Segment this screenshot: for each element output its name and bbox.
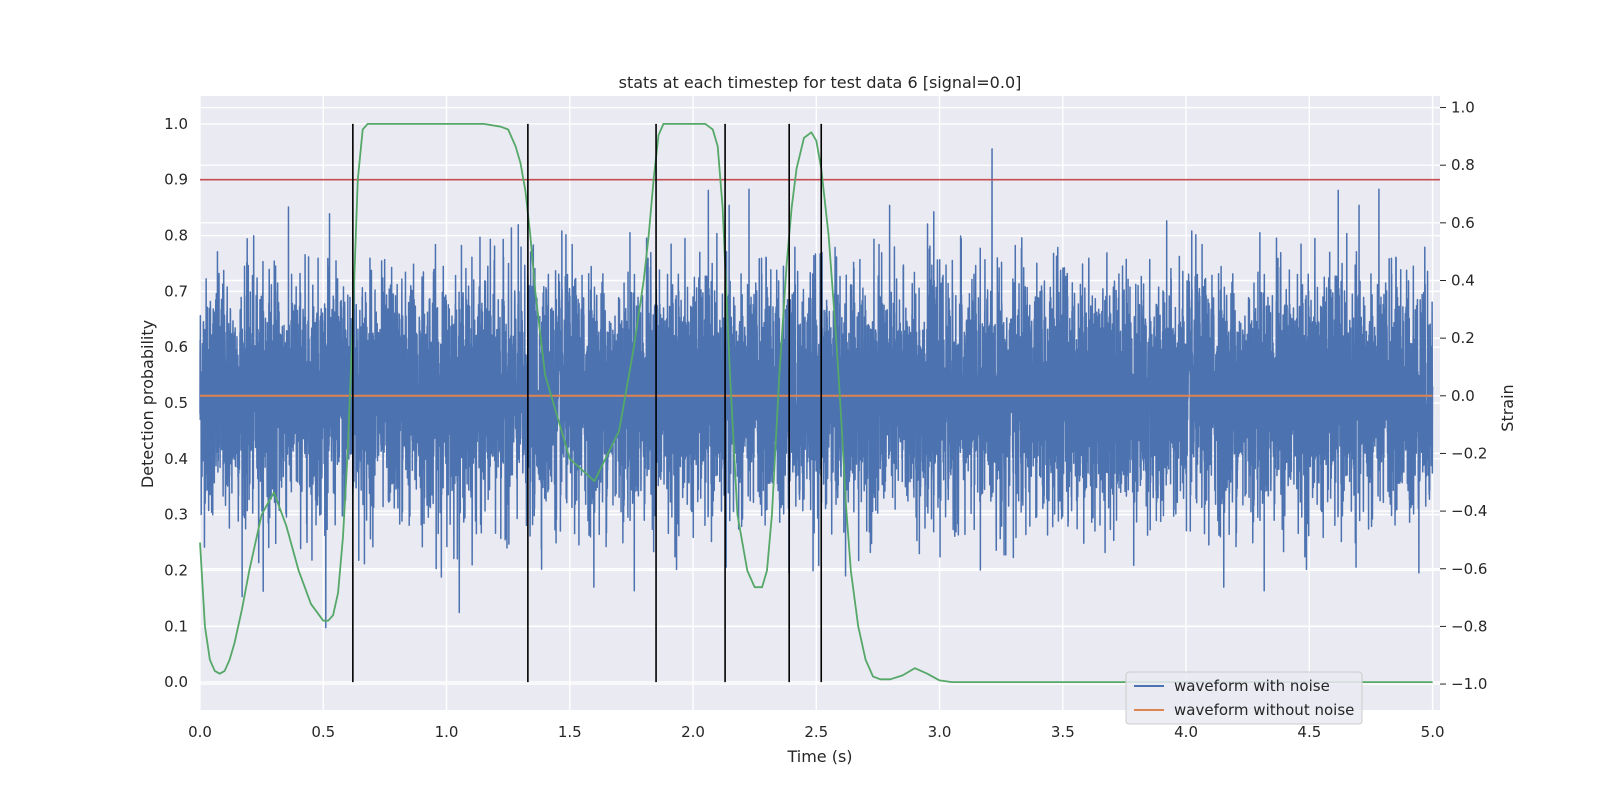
series-waveform-with-noise: [199, 148, 1434, 629]
y-right-tick-label: −0.8: [1451, 617, 1487, 635]
x-tick-label: 4.5: [1297, 723, 1321, 741]
y-right-tick-label: −0.2: [1451, 444, 1487, 462]
x-tick-label: 1.5: [558, 723, 582, 741]
y-left-tick-label: 0.2: [164, 561, 188, 579]
y-left-axis-ticks: 0.0 0.1 0.2 0.3 0.4 0.5 0.6 0.7 0.8 0.9 1.0: [164, 115, 188, 691]
x-axis-label: Time (s): [786, 747, 852, 766]
x-tick-label: 3.5: [1051, 723, 1075, 741]
y-left-tick-label: 0.5: [164, 394, 188, 412]
series-detection-probability: [199, 123, 1433, 683]
y-left-tick-label: 0.6: [164, 338, 188, 356]
y-left-tick-label: 0.4: [164, 450, 188, 468]
x-tick-label: 3.0: [928, 723, 952, 741]
legend: waveform with noise waveform without noi…: [1125, 671, 1363, 725]
x-tick-label: 5.0: [1421, 723, 1445, 741]
y-right-tick-label: −0.6: [1451, 560, 1487, 578]
y-left-tick-label: 0.1: [164, 617, 188, 635]
x-tick-label: 4.0: [1174, 723, 1198, 741]
legend-label-waveform-without-noise: waveform without noise: [1174, 701, 1354, 719]
chart-title: stats at each timestep for test data 6 […: [619, 73, 1022, 92]
y-left-tick-label: 0.7: [164, 282, 188, 300]
x-tick-label: 0.0: [188, 723, 212, 741]
waveform-with-noise-line: [199, 148, 1434, 629]
y-right-tick-label: 0.2: [1451, 329, 1475, 347]
y-right-axis-ticks: −1.0 −0.8 −0.6 −0.4 −0.2 0.0 0.2 0.4 0.6 0.8 1.0: [1440, 99, 1487, 693]
y-right-tick-label: 0.0: [1451, 387, 1475, 405]
y-right-tick-label: 0.4: [1451, 271, 1475, 289]
legend-label-waveform-with-noise: waveform with noise: [1174, 677, 1330, 695]
y-right-tick-label: 0.6: [1451, 214, 1475, 232]
y-right-tick-label: 1.0: [1451, 99, 1475, 117]
vertical-markers: [352, 123, 823, 683]
x-tick-label: 2.5: [804, 723, 828, 741]
y-left-tick-label: 0.3: [164, 506, 188, 524]
y-right-tick-label: −1.0: [1451, 675, 1487, 693]
y-left-tick-label: 0.8: [164, 227, 188, 245]
detection-probability-line: [199, 123, 1433, 683]
legend-box: [1125, 671, 1363, 725]
y-right-tick-label: −0.4: [1451, 502, 1487, 520]
x-axis-ticks: 0.0 0.5 1.0 1.5 2.0 2.5 3.0 3.5 4.0 4.5 5.0: [188, 723, 1444, 741]
x-tick-label: 2.0: [681, 723, 705, 741]
x-tick-label: 1.0: [435, 723, 459, 741]
y-left-tick-label: 1.0: [164, 115, 188, 133]
y-right-tick-label: 0.8: [1451, 156, 1475, 174]
x-tick-label: 0.5: [311, 723, 335, 741]
y-left-tick-label: 0.0: [164, 673, 188, 691]
y-left-axis-label: Detection probability: [138, 320, 157, 488]
y-left-tick-label: 0.9: [164, 171, 188, 189]
y-right-axis-label: Strain: [1498, 384, 1517, 431]
